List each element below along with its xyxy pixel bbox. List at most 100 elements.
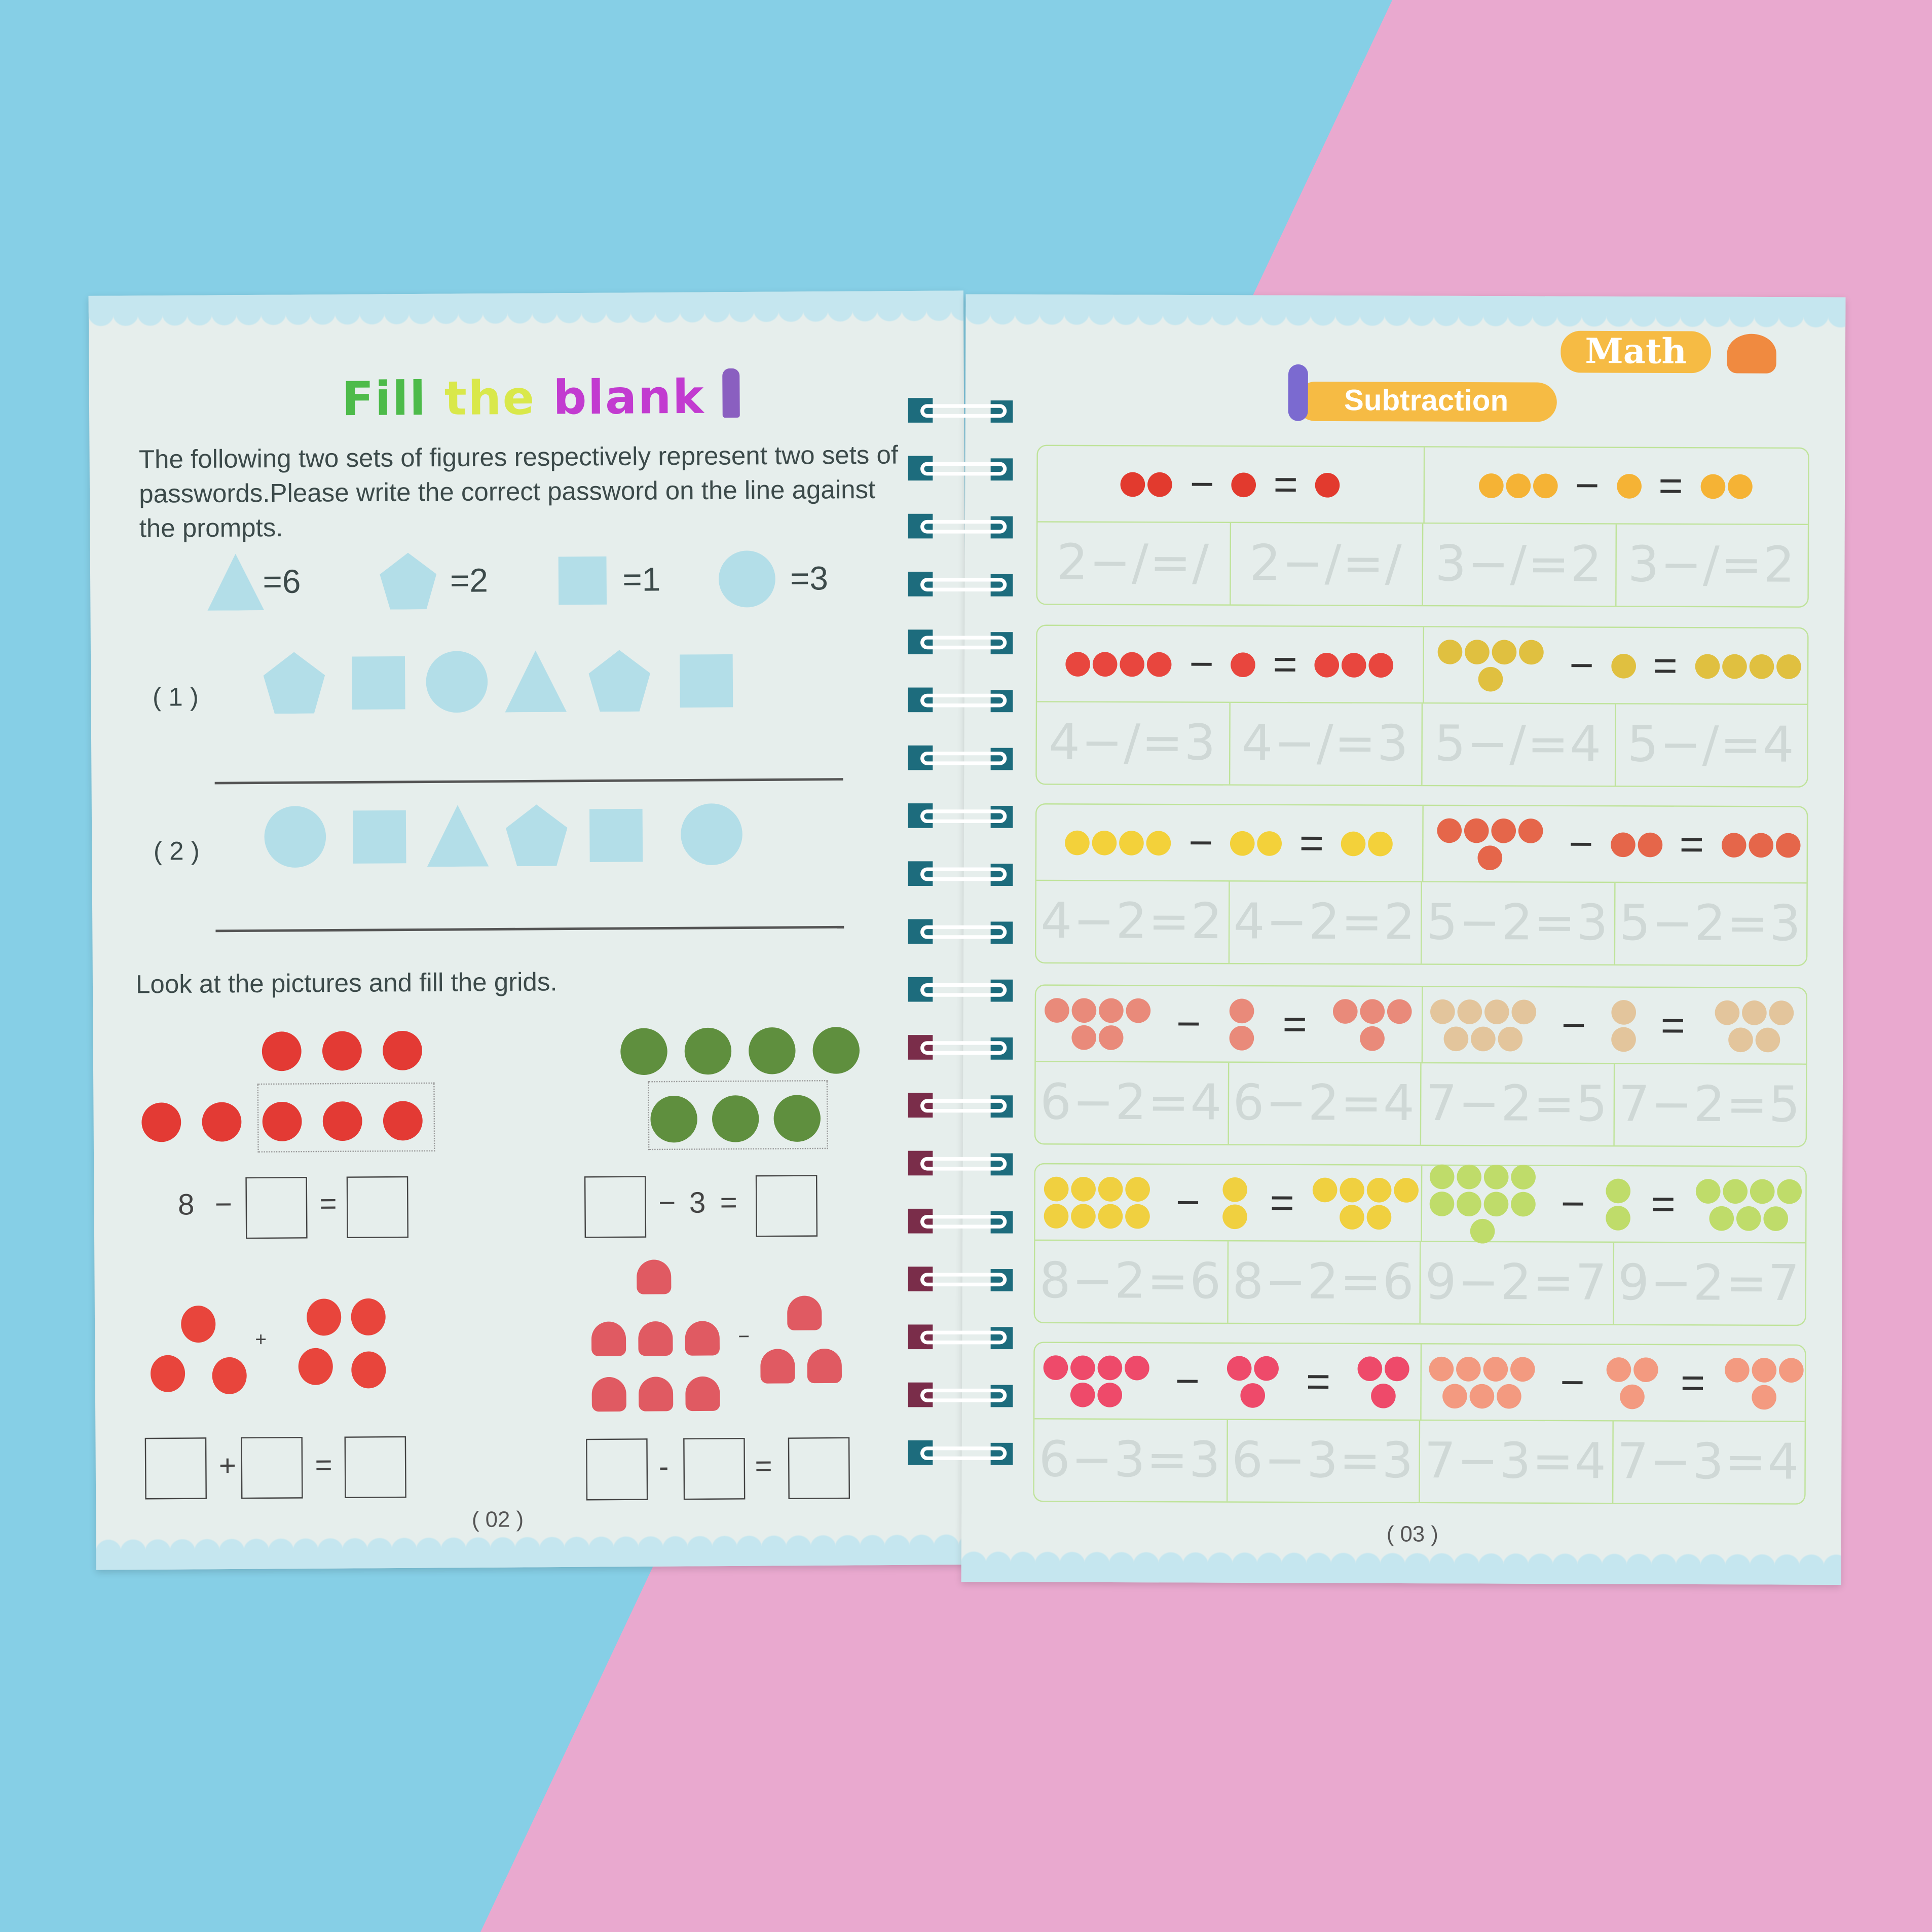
answer-box[interactable] [346,1176,408,1239]
tracing-equation[interactable]: 4−2=2 [1229,881,1422,964]
pear-icon [1429,1164,1454,1190]
tracing-equation[interactable]: 7−2=5 [1421,1063,1615,1145]
title-word-blank: blank [552,369,705,425]
tracing-equation[interactable]: 8−2=6 [1034,1241,1228,1323]
picture-row: − = − = [1037,625,1808,705]
tracing-equation[interactable]: 6−3=3 [1034,1419,1228,1502]
picture-row: − = − = [1034,1343,1805,1422]
minus: - [658,1451,669,1484]
answer-box[interactable] [683,1437,746,1500]
equals: = [315,1448,332,1482]
instructions: The following two sets of figures respec… [138,441,899,543]
pear-icon [1710,1206,1734,1231]
tracing-equation[interactable]: 9−2=7 [1420,1242,1614,1324]
answer-box[interactable] [584,1176,647,1238]
orange-icon [1533,473,1558,499]
tracing-equation[interactable]: 3−/=2 [1627,537,1796,595]
spiral-coil [908,1031,1013,1063]
spiral-coil [908,1321,1013,1353]
wire-loop [920,1041,1007,1055]
answer-box[interactable] [788,1437,850,1500]
math-tag: Math [1561,330,1712,374]
wire-loop [920,1157,1007,1171]
answer-box[interactable] [755,1175,818,1237]
tracing-equation[interactable]: 5−2=3 [1422,882,1615,964]
answer-box[interactable] [245,1176,308,1239]
wire-loop [920,578,1007,591]
lemon-icon [1044,1204,1069,1229]
answer-box[interactable] [144,1437,207,1500]
chicken-icon [1229,998,1254,1024]
tracing-equation[interactable]: 7−3=4 [1617,1433,1800,1491]
squirrel-icon [1755,1027,1780,1053]
spiral-coil [908,626,1013,658]
lemon-icon [1125,1204,1150,1229]
minus-sign: − [1569,821,1593,868]
wire-loop [920,519,1007,534]
lemon-icon [1222,1177,1248,1202]
orange-icon [1727,474,1752,499]
tracing-equation[interactable]: 2−/=/ [1230,523,1424,605]
lemon-icon [1071,1176,1096,1202]
subtraction-tag: Subtraction [1295,381,1557,422]
equals-sign: = [1660,1002,1686,1049]
chick-icon [1230,831,1255,856]
tracing-equation[interactable]: 3−/=2 [1423,524,1616,606]
square-shape-icon [558,556,607,605]
minus-sign: − [1175,1357,1200,1405]
mushroom-icon [591,1377,626,1412]
answer-box[interactable] [241,1437,303,1499]
spiral-coil [908,394,1013,426]
wire-loop [920,693,1007,708]
girl-illustration-icon [1288,364,1308,421]
apple-icon [202,1102,242,1142]
strawberry-icon [306,1298,342,1336]
lemon-group [1035,1176,1159,1229]
tracing-equation[interactable]: 7−2=5 [1618,1076,1802,1134]
tracing-equation[interactable]: 6−2=4 [1035,1062,1229,1144]
squirrel-icon [1457,999,1482,1024]
equation-row: 4−2=2 4−2=2 5−2=3 5−2=3 [1036,881,1806,965]
grid-block: − = − = 4−/=3 4−/=3 5−/=4 5−/=4 [1035,624,1809,788]
tracing-equation[interactable]: 6−2=4 [1228,1062,1422,1145]
squirrel-icon [1483,999,1509,1024]
chicken-group [1324,999,1421,1051]
tracing-equation[interactable]: 4−2=2 [1036,881,1230,963]
legend-value: =2 [450,562,489,600]
squirrel-icon [1497,1026,1522,1052]
strawberry-icon [150,1355,185,1392]
answer-box[interactable] [344,1436,406,1499]
wire-loop [920,1446,1007,1460]
grid-block: − = − = 6−2=4 6−2=4 7−2=5 7−2=5 [1034,984,1808,1147]
chicken-group [1036,998,1159,1050]
page-number: ( 03 ) [1386,1521,1439,1547]
orange-group [1478,473,1558,499]
tracing-equation[interactable]: 9−2=7 [1618,1255,1801,1313]
triangle-shape-icon [427,805,489,867]
peach-icon [1441,1384,1467,1409]
tracing-equation[interactable]: 8−2=6 [1228,1241,1421,1324]
lemon-icon [1367,1205,1392,1230]
tracing-equation[interactable]: 5−2=3 [1619,895,1802,953]
answer-box[interactable] [586,1438,648,1501]
picture-equation: − = [1420,1164,1805,1244]
tracing-equation[interactable]: 6−3=3 [1227,1420,1421,1502]
strawberry-icon [1120,652,1145,677]
chicken-icon [1360,1026,1385,1051]
tracing-equation[interactable]: 5−/=4 [1627,717,1796,774]
grid-block: − = − = 6−3=3 6−3=3 7−3=4 7−3=4 [1033,1342,1806,1505]
pear-icon [1483,1164,1508,1190]
orange-icon [1478,473,1504,498]
pear-icon [1777,1179,1802,1204]
bird-icon [1775,833,1800,858]
tracing-equation[interactable]: 7−3=4 [1420,1421,1613,1503]
tracing-equation[interactable]: 5−/=4 [1422,703,1616,786]
picture-equation: − = [1034,1343,1420,1421]
tracing-equation[interactable]: 2−/=/ [1037,522,1231,605]
minus-sign: − [1561,1180,1586,1228]
tracing-equation[interactable]: 4−/=3 [1230,702,1423,785]
tracing-equation[interactable]: 4−/=3 [1036,702,1230,785]
pear-icon [1469,1218,1495,1244]
picture-equation: − = [1037,626,1422,703]
pineapple-icon [1464,640,1490,664]
